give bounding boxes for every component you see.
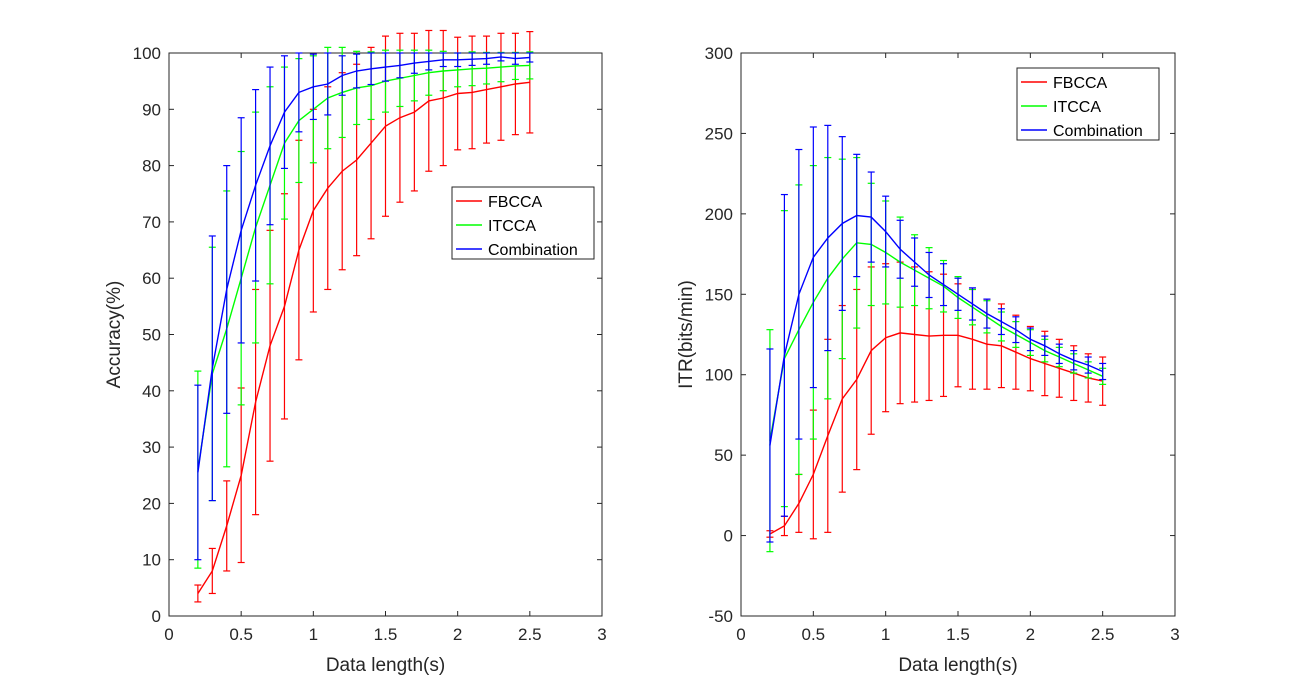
legend-entry: Combination [1053, 123, 1143, 140]
legend-box [1016, 67, 1160, 141]
x-tick-label: 0.5 [229, 625, 253, 644]
y-tick-label: 30 [142, 438, 161, 457]
x-tick-label: 2.5 [518, 625, 542, 644]
y-tick-label: 90 [142, 100, 161, 119]
y-tick-label: 150 [705, 285, 733, 304]
series-line [769, 242, 1103, 441]
series-line [769, 332, 1103, 535]
y-tick-label: 0 [724, 527, 733, 546]
y-tick-label: 100 [705, 366, 733, 385]
y-tick-label: 10 [142, 551, 161, 570]
legend-entry: FBCCA [488, 194, 543, 211]
y-tick-label: 70 [142, 213, 161, 232]
x-axis-label: Data length(s) [898, 655, 1017, 676]
y-tick-label: 40 [142, 382, 161, 401]
x-tick-label: 1 [881, 625, 890, 644]
legend: FBCCA ITCCA Combination [451, 186, 595, 260]
x-tick-label: 0.5 [802, 625, 826, 644]
legend-entry: FBCCA [1053, 75, 1108, 92]
accuracy-plot: 0 0.5 1 1.5 2 2.5 30102030405060708090100Data … [104, 29, 607, 676]
y-axis-label: ITR(bits/min) [676, 280, 697, 389]
x-tick-label: 2 [1026, 625, 1035, 644]
y-tick-label: 100 [133, 44, 161, 63]
x-tick-label: 1 [309, 625, 318, 644]
x-axis-label: Data length(s) [326, 655, 445, 676]
x-tick-label: 2.5 [1091, 625, 1115, 644]
series-line [197, 56, 530, 473]
x-tick-label: 3 [1170, 625, 1179, 644]
y-tick-label: 300 [705, 44, 733, 63]
legend: FBCCA ITCCA Combination [1016, 67, 1160, 141]
legend-entry: ITCCA [488, 218, 536, 235]
x-tick-label: 0 [164, 625, 173, 644]
y-tick-label: 200 [705, 205, 733, 224]
y-axis-label: Accuracy(%) [104, 281, 125, 389]
y-tick-label: 60 [142, 269, 161, 288]
x-tick-label: 1.5 [374, 625, 398, 644]
y-tick-label: 50 [714, 446, 733, 465]
series-line [197, 81, 530, 594]
y-tick-label: -50 [708, 607, 733, 626]
legend-entry: Combination [488, 242, 578, 259]
legend-box [451, 186, 595, 260]
legend-entry: ITCCA [1053, 99, 1101, 116]
y-tick-label: 0 [152, 607, 161, 626]
y-tick-label: 80 [142, 157, 161, 176]
series-line [197, 64, 530, 470]
y-tick-label: 20 [142, 494, 161, 513]
x-tick-label: 2 [453, 625, 462, 644]
y-tick-label: 250 [705, 124, 733, 143]
y-tick-label: 50 [142, 326, 161, 345]
x-tick-label: 3 [597, 625, 606, 644]
series-combination [766, 124, 1107, 543]
series-combination [194, 52, 534, 561]
series-line [769, 214, 1103, 446]
x-tick-label: 1.5 [946, 625, 970, 644]
series-fbcca [194, 29, 534, 603]
x-tick-label: 0 [736, 625, 745, 644]
